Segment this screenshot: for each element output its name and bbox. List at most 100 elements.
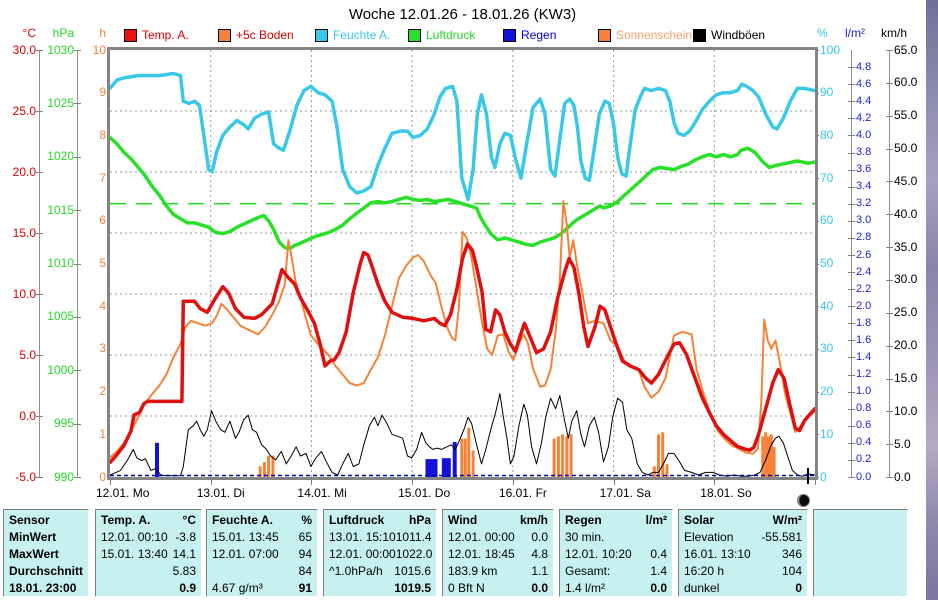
axis-tick-label: 40.0 <box>894 206 918 221</box>
axis-tick <box>848 391 855 393</box>
page-title: Woche 12.01.26 - 18.01.26 (KW3) <box>348 6 577 23</box>
legend-label: Windböen <box>711 28 766 42</box>
axis-tick-label: 30.0 <box>12 42 36 57</box>
axis-unit-km/h: km/h <box>881 26 908 40</box>
sunshine-bar <box>652 466 656 477</box>
axis-tick <box>886 247 893 249</box>
x-axis-day-tick <box>714 480 716 485</box>
axis-tick-label: 60 <box>820 213 834 228</box>
x-axis-day-label: 16.01. Fr <box>498 486 547 500</box>
axis-tick-label: 990 <box>53 469 74 484</box>
axis-tick-label: 4.8 <box>856 60 872 73</box>
axis-tick-label: 1000 <box>47 362 74 377</box>
table-cell-value: 0.4 <box>650 547 667 561</box>
sunshine-bar <box>657 434 660 477</box>
table-row: 15.01. 13:40 14.1 <box>101 546 196 563</box>
table-cell-value: -55.581 <box>761 530 802 544</box>
axis-unit-h: h <box>99 26 106 40</box>
axis-tick <box>36 477 43 478</box>
axis-tick-label: 0.4 <box>856 436 872 449</box>
axis-tick-label: 0.0 <box>894 469 911 484</box>
table-panel-temp-a-: Temp. A. °C 12.01. 00:10 -3.8 15.01. 13:40 14… <box>95 509 202 597</box>
axis-tick <box>848 477 855 478</box>
table-row: 16.01. 13:10 346 <box>684 546 802 563</box>
table-row: 16:20 h 104 <box>684 563 802 580</box>
table-col-name: Temp. A. <box>101 513 151 527</box>
table-row-label: Sensor <box>9 513 50 527</box>
table-row: 0 Bft N 0.0 <box>448 580 548 597</box>
axis-tick <box>848 323 855 325</box>
axis-tick-label: 10.0 <box>12 286 36 301</box>
axis-tick-label: 4 <box>99 298 106 313</box>
table-row: 4.67 g/m³ 91 <box>212 580 312 597</box>
sunshine-bar <box>565 436 569 477</box>
table-row-label: MaxWert <box>9 547 59 561</box>
table-panel-sensor: Sensor MinWert MaxWert Durchschnitt 18.01. 2… <box>3 509 89 597</box>
table-panel-wind: Wind km/h 12.01. 00:00 0.0 12.01. 18:45 4.8 18… <box>442 509 554 597</box>
x-axis-day-label: 17.01. Sa <box>599 486 651 500</box>
table-cell-value: 4.8 <box>531 547 548 561</box>
axis-tick <box>886 148 893 150</box>
axis-tick-label: 4.2 <box>856 111 872 124</box>
table-col-name: Feuchte A. <box>212 513 273 527</box>
axis-tick-label: 1.0 <box>856 385 872 398</box>
axis-tick-label: 0.2 <box>856 453 872 466</box>
axis-tick-label: 3.2 <box>856 197 872 210</box>
soil_temp-curve <box>109 200 816 459</box>
axis-tick-label: -5.0 <box>15 469 36 484</box>
desktop-wallpaper-strip <box>926 0 938 600</box>
axis-tick <box>848 459 855 461</box>
axis-tick-label: 90 <box>820 85 834 100</box>
x-axis-day-tick <box>110 480 111 485</box>
legend-swatch-pressure <box>408 28 421 42</box>
table-cell-label: 12.01. 00:10 <box>101 530 168 544</box>
table-cell-value: 0.0 <box>531 530 548 544</box>
axis-tick-label: 0.6 <box>856 419 872 432</box>
table-row: 15.01. 13:45 65 <box>212 529 312 546</box>
table-header-row: Luftdruck hPa <box>329 512 431 529</box>
legend-swatch-sunshine <box>598 28 611 42</box>
table-cell-value: 91 <box>298 581 312 595</box>
x-axis-day-tick <box>613 480 615 485</box>
axis-tick <box>886 378 893 380</box>
axis-tick <box>886 312 893 314</box>
axis-line-km/h <box>889 50 890 477</box>
axis-tick-label: 0.8 <box>856 402 872 415</box>
axis-tick-label: 50 <box>820 256 834 270</box>
axis-tick-label: 1020 <box>47 149 74 164</box>
axis-tick-label: 80 <box>820 127 834 142</box>
rain-bar <box>155 442 159 477</box>
axis-tick-label: 2 <box>99 384 106 399</box>
axis-tick-label: 10 <box>820 426 834 441</box>
rain-bar <box>425 459 438 477</box>
chart-plot-area[interactable] <box>108 50 817 477</box>
axis-tick <box>74 316 81 318</box>
chart-svg[interactable] <box>108 50 817 477</box>
axis-line-l/m² <box>851 50 852 477</box>
axis-tick-label: 65.0 <box>894 42 918 57</box>
table-col-unit: W/m² <box>772 513 802 527</box>
table-row: 0.9 <box>101 580 196 597</box>
axis-tick <box>848 118 855 120</box>
table-cell-label: 12.01. 18:45 <box>448 547 515 561</box>
axis-tick <box>36 50 43 51</box>
axis-tick-label: 5 <box>99 256 106 270</box>
legend-swatch-gusts <box>693 28 706 42</box>
table-cell-value: 65 <box>298 530 312 544</box>
axis-tick <box>848 237 855 239</box>
table-col-name: Luftdruck <box>329 513 385 527</box>
sunshine-bar <box>761 436 765 477</box>
rain-bar <box>452 442 457 477</box>
sunshine-bar <box>764 432 768 477</box>
axis-tick-label: 3 <box>99 341 106 356</box>
sunshine-bar <box>772 447 776 477</box>
table-row: 1019.5 <box>329 580 431 597</box>
axis-tick <box>886 411 893 413</box>
table-header-row: Regen l/m² <box>565 512 667 529</box>
axis-tick <box>848 357 855 359</box>
table-cell-value: 1.1 <box>531 564 548 578</box>
table-row-label: 18.01. 23:00 <box>9 581 77 595</box>
axis-tick <box>74 370 81 372</box>
temp-curve <box>108 242 817 465</box>
axis-tick <box>886 115 893 117</box>
